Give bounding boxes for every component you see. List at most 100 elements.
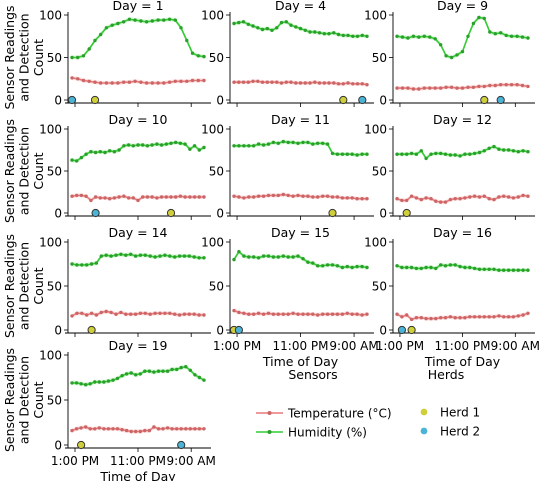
y-axis-label-line: Count (31, 152, 46, 189)
humidity-point (159, 143, 164, 147)
humidity-point (360, 152, 364, 156)
humidity-point (405, 152, 409, 156)
humidity-point (246, 22, 250, 26)
y-tick-label: 50 (47, 394, 62, 408)
humidity-point (424, 265, 428, 270)
y-tick-label: 0 (54, 207, 62, 221)
panel-day-12: Day = 12 0 50 100 (364, 112, 535, 221)
legend-marker (267, 430, 272, 434)
humidity-point (197, 256, 201, 260)
humidity-point (252, 144, 256, 148)
temperature-point (70, 76, 74, 80)
temperature-point (138, 311, 143, 315)
humidity-point (521, 268, 525, 272)
temperature-point (133, 312, 138, 316)
y-tick-label: 100 (39, 9, 62, 23)
temperature-point (482, 315, 486, 319)
temperature-point (453, 197, 457, 201)
temperature-band (72, 424, 204, 434)
temperature-point (419, 197, 423, 202)
humidity-point (506, 148, 511, 152)
humidity-point (289, 23, 293, 27)
humidity-point (335, 264, 340, 268)
humidity-point (265, 26, 269, 31)
humidity-point (129, 371, 133, 375)
humidity-point (345, 152, 349, 156)
humidity-point (330, 263, 335, 267)
humidity-point (330, 151, 335, 156)
humidity-point (70, 55, 74, 60)
temperature-point (325, 194, 330, 198)
temperature-point (179, 427, 183, 431)
temperature-point (237, 195, 241, 199)
humidity-point (497, 147, 501, 151)
temperature-point (93, 195, 98, 199)
humidity-point (93, 380, 97, 384)
humidity-point (340, 152, 345, 156)
humidity-point (493, 32, 497, 36)
temperature-point (360, 82, 364, 86)
humidity-point (411, 34, 416, 38)
x-tick-label: 9:00 AM (491, 339, 540, 353)
humidity-point (138, 253, 143, 257)
humidity-point (281, 254, 285, 258)
temperature-point (322, 81, 326, 85)
x-tick-label: 11:00 PM (273, 339, 329, 353)
temperature-point (156, 81, 160, 85)
humidity-point (439, 151, 443, 156)
humidity-point (471, 21, 476, 26)
temperature-point (306, 194, 310, 198)
temperature-point (286, 312, 290, 316)
humidity-point (115, 376, 120, 381)
humidity-point (261, 254, 266, 258)
humidity-point (311, 261, 315, 265)
temperature-point (170, 427, 174, 431)
humidity-point (89, 262, 94, 266)
temperature-point (242, 196, 246, 200)
humidity-point (405, 265, 409, 270)
humidity-point (291, 255, 295, 259)
temperature-point (458, 197, 462, 201)
temperature-point (241, 80, 246, 84)
y-tick-label: 0 (216, 207, 224, 221)
humidity-point (111, 378, 115, 382)
panel-title: Day = 16 (433, 225, 492, 240)
temperature-point (202, 195, 206, 199)
humidity-point (110, 23, 114, 27)
y-tick-label: 0 (379, 207, 387, 221)
humidity-point (350, 152, 354, 156)
panel-title: Day = 1 (112, 0, 163, 13)
temperature-point (74, 427, 79, 431)
temperature-point (167, 80, 172, 84)
temperature-point (429, 197, 433, 201)
temperature-point (85, 313, 89, 317)
humidity-point (322, 32, 326, 36)
temperature-point (521, 193, 525, 198)
humidity-point (89, 150, 93, 154)
humidity-point (433, 37, 437, 41)
humidity-point (133, 18, 137, 22)
temperature-point (504, 83, 508, 87)
humidity-point (242, 144, 246, 148)
temperature-point (178, 194, 183, 198)
temperature-point (237, 310, 241, 315)
temperature-point (156, 427, 161, 431)
temperature-point (360, 313, 364, 317)
temperature-point (477, 84, 481, 89)
humidity-point (325, 263, 330, 267)
temperature-point (196, 78, 200, 83)
x-axis-label: Time of Day (424, 354, 501, 369)
panel-day-16: Day = 16 0 50 100 1:00 PM 11:00 PM 9:00 AMTime… (364, 225, 540, 369)
humidity-point (422, 34, 426, 38)
humidity-point (84, 383, 88, 387)
humidity-point (76, 55, 80, 60)
temperature-point (115, 427, 120, 431)
temperature-point (168, 311, 172, 315)
humidity-point (526, 36, 530, 40)
y-axis-label: Sensor Readings and Detection Count (2, 5, 46, 109)
y-axis-label-line: and Detection (17, 356, 32, 444)
temperature-point (355, 312, 359, 316)
temperature-point (252, 312, 256, 316)
